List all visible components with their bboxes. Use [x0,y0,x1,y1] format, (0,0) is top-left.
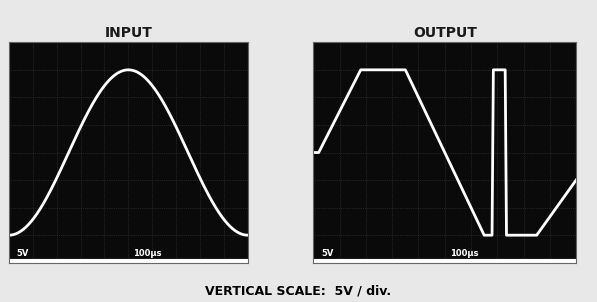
Text: 5V: 5V [16,249,29,258]
Title: INPUT: INPUT [104,26,152,40]
Text: VERTICAL SCALE:  5V / div.: VERTICAL SCALE: 5V / div. [205,284,392,297]
Text: 100μs: 100μs [133,249,162,258]
Title: OUTPUT: OUTPUT [413,26,476,40]
Text: 100μs: 100μs [450,249,479,258]
Text: 5V: 5V [321,249,334,258]
